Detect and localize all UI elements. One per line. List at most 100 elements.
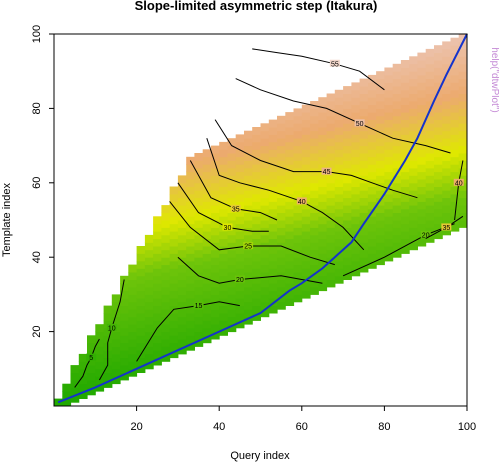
heat-cell [186, 342, 195, 351]
heat-cell [351, 208, 361, 217]
heat-cell [194, 197, 204, 206]
heat-cell [326, 145, 336, 154]
heat-cell [169, 298, 179, 306]
contour-label-bg [230, 204, 241, 212]
heat-cell [400, 149, 410, 158]
heat-cell [219, 186, 228, 195]
heat-cell [301, 164, 311, 173]
heat-cell [310, 220, 319, 228]
heat-cell [169, 342, 179, 351]
heat-cell [194, 249, 204, 258]
heat-cell [293, 175, 303, 184]
heat-cell [128, 361, 138, 370]
heat-cell [442, 212, 451, 221]
heat-cell [235, 149, 245, 158]
heat-cell [442, 48, 451, 57]
heat-cell [177, 220, 187, 228]
heat-cell [310, 130, 319, 139]
heat-cell [392, 71, 402, 80]
heat-cell [326, 197, 336, 206]
heat-cell [409, 153, 418, 161]
heat-cell [177, 324, 187, 333]
heat-cell [351, 246, 361, 254]
heat-cell [277, 197, 286, 206]
heat-cell [244, 249, 253, 258]
heat-cell [210, 220, 220, 228]
heat-cell [128, 316, 138, 325]
heat-cell [120, 365, 129, 373]
heat-cell [78, 376, 88, 385]
heat-cell [334, 171, 344, 180]
heat-cell [87, 357, 96, 366]
heat-cell [367, 231, 377, 240]
heat-cell [128, 339, 138, 347]
heat-cell [334, 260, 344, 269]
heat-cell [161, 324, 171, 333]
heat-cell [359, 264, 369, 273]
heat-cell [343, 220, 352, 228]
heat-cell [277, 175, 286, 184]
heat-cell [376, 175, 385, 184]
contour-label: 10 [108, 325, 116, 332]
contour-label: 15 [195, 303, 203, 310]
heat-cell [235, 141, 245, 150]
heat-cell [359, 101, 369, 109]
heat-cell [285, 134, 295, 143]
heat-cell [293, 153, 303, 161]
heat-cell [442, 145, 451, 154]
heat-cell [268, 305, 278, 314]
heat-cell [384, 253, 394, 262]
heat-cell [293, 294, 303, 303]
heat-cell [434, 104, 443, 113]
heat-cell [367, 149, 377, 158]
heat-cell [169, 208, 179, 217]
heat-cell [409, 175, 418, 184]
heat-cell [277, 234, 286, 243]
heat-cell [268, 186, 278, 195]
heat-cell [376, 205, 385, 213]
heat-cell [384, 112, 394, 120]
heat-cell [392, 93, 402, 102]
heat-cell [202, 268, 212, 277]
heat-cell [227, 190, 237, 199]
heat-cell [434, 149, 443, 158]
heat-cell [384, 82, 394, 91]
heat-cell [310, 182, 319, 191]
heat-cell [202, 275, 212, 284]
heat-cell [367, 74, 377, 83]
heat-cell [186, 171, 195, 180]
heat-cell [252, 216, 261, 225]
heat-cell [153, 216, 162, 225]
heat-cell [343, 249, 352, 258]
heat-cell [458, 138, 468, 147]
heat-cell [326, 108, 336, 117]
heat-cell [169, 201, 179, 210]
heat-cell [425, 130, 435, 139]
heat-cell [111, 331, 121, 340]
heat-cell [244, 197, 253, 206]
heat-cell [285, 216, 295, 225]
contour-label-bg [234, 275, 245, 283]
heat-cell [235, 268, 245, 277]
heat-cell [458, 182, 468, 191]
heat-cell [318, 119, 328, 128]
heat-cell [260, 212, 270, 221]
heat-cell [301, 119, 311, 128]
heat-cell [392, 101, 402, 109]
heat-cell [376, 86, 385, 94]
heat-cell [409, 86, 418, 94]
heat-cell [367, 201, 377, 210]
heat-cell [277, 249, 286, 258]
x-axis: 20 40 60 80 100 [130, 406, 476, 433]
heat-cell [359, 242, 369, 251]
heat-cell [343, 264, 352, 273]
heat-cell [186, 194, 195, 202]
heat-cell [144, 339, 154, 347]
heat-cell [392, 190, 402, 199]
heat-cell [392, 86, 402, 94]
heat-cell [318, 156, 328, 165]
heat-cell [144, 264, 154, 273]
heat-cell [252, 186, 261, 195]
heat-cell [227, 145, 237, 154]
heat-cell [186, 246, 195, 254]
